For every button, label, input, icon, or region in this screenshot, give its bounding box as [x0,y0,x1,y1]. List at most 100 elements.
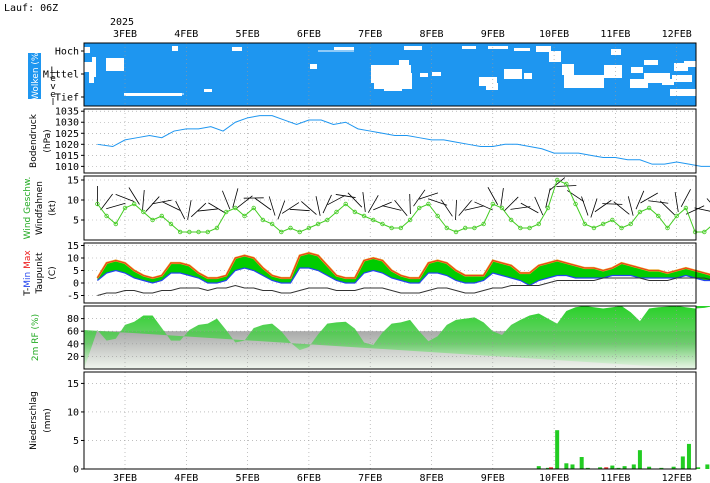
cloud-gap [644,60,658,65]
cloud-gap [384,87,402,91]
x-tick-label-bottom: 9FEB [481,473,505,483]
wind-barb [197,208,218,212]
precip-bar [680,456,685,469]
cloud-gap [391,83,403,88]
wind-barb [175,200,186,220]
wind-speed-point [361,213,367,219]
cloud-gap [670,89,696,96]
cloud-gap [89,63,94,83]
wind-speed-point [573,201,578,207]
pressure-ylabel: Bodendruck [29,113,39,168]
wind-speed-point [683,205,689,211]
wind-speed-point [453,229,459,235]
cloud-gap [334,47,354,50]
cloud-gap [644,73,670,83]
precip-bar [585,467,590,469]
x-tick-label-top: 8FEB [419,29,443,40]
precip-bar [671,466,676,469]
wind-speed-point [371,217,376,223]
wind-barb [394,199,408,217]
cloud-side-label-letter: e [50,74,56,84]
wind-barb [500,188,504,208]
wind-barb [520,202,539,214]
wind-speed-point [490,201,495,207]
wind-barb [590,198,598,218]
y-tick-label: 15 [67,241,79,252]
x-tick-label-top: 12FEB [662,29,692,40]
wind-barb [635,190,645,210]
cloud-gap [432,72,441,76]
y-tick-label: 5 [73,266,79,277]
wind-speed-point [168,221,174,227]
cloud-gap [662,79,674,85]
pressure-line [97,115,710,167]
cloud-gap [514,48,530,51]
cloud-side-label-letter: v [50,82,56,92]
wind-speed-point [702,229,707,235]
cloud-level-label: Mittel [43,70,79,81]
wind-barb [613,201,630,215]
wind-speed-point [214,225,220,231]
cloud-gap [232,47,242,51]
wind-speed-point [334,209,339,215]
x-tick-label-top: 6FEB [297,29,321,40]
wind-speed-point [187,229,192,235]
wind-speed-line [97,179,710,233]
wind-speed-point [407,217,413,223]
wind-barb [680,188,691,208]
cloud-gap [172,46,178,51]
temp-min-line [97,267,710,287]
wind-barb [106,202,126,210]
precip-bar [696,467,701,469]
wind-speed-point [417,205,422,211]
year-label: 2025 [110,17,134,28]
wind-barb [142,190,145,210]
wind-barb [254,197,272,211]
wind-barb [281,202,300,214]
x-tick-label-bottom: 6FEB [297,473,321,483]
precip-bar [686,443,691,469]
wind-speed-point [591,225,597,231]
cloud-gap [479,77,497,86]
wind-barb [458,200,472,216]
wind-barb [534,196,544,216]
wind-barb [640,192,658,204]
wind-speed-point [665,225,670,231]
wind-barb [362,192,366,212]
wind-speed-point [343,201,348,207]
wind-speed-point [352,209,358,215]
wind-barb [161,201,181,211]
cloud-gap [488,46,508,49]
precip-bar [610,465,615,469]
wind-barb [464,205,485,211]
y-tick-label: 1035 [55,107,79,118]
run-label: Lauf: 06Z [4,3,59,14]
wind-speed-point [242,213,247,219]
y-tick-label: 60 [67,327,79,338]
wind-ylabel: Wind Geschw. [23,177,33,240]
precip-bar [659,467,664,469]
wind-barb [706,198,710,203]
x-tick-label-top: 9FEB [481,29,505,40]
wind-speed-point [674,213,679,219]
wind-speed-point [499,205,505,211]
wind-speed-point [95,201,100,207]
wind-barb [694,207,710,212]
cloud-side-label-letter: L [50,66,55,76]
x-tick-label-bottom: 5FEB [236,473,260,483]
precip-unit: (mm) [43,408,53,433]
wind-barb [190,202,207,218]
wind-barb [503,196,519,212]
wind-barb [151,199,172,205]
cloud-gap [84,47,90,53]
wind-speed-point [389,225,394,231]
cloud-gap [631,67,643,73]
wind-speed-point [554,177,560,183]
temp-side-label: Taupunkt [35,252,45,295]
wind-speed-point [150,217,155,223]
temp-unit: (C) [48,266,58,279]
cloud-gap [672,75,692,82]
cloud-side-label-letter: e [50,90,56,100]
cloud-ylabel: Wolken (%) [31,49,41,100]
cloud-gap [562,64,574,75]
